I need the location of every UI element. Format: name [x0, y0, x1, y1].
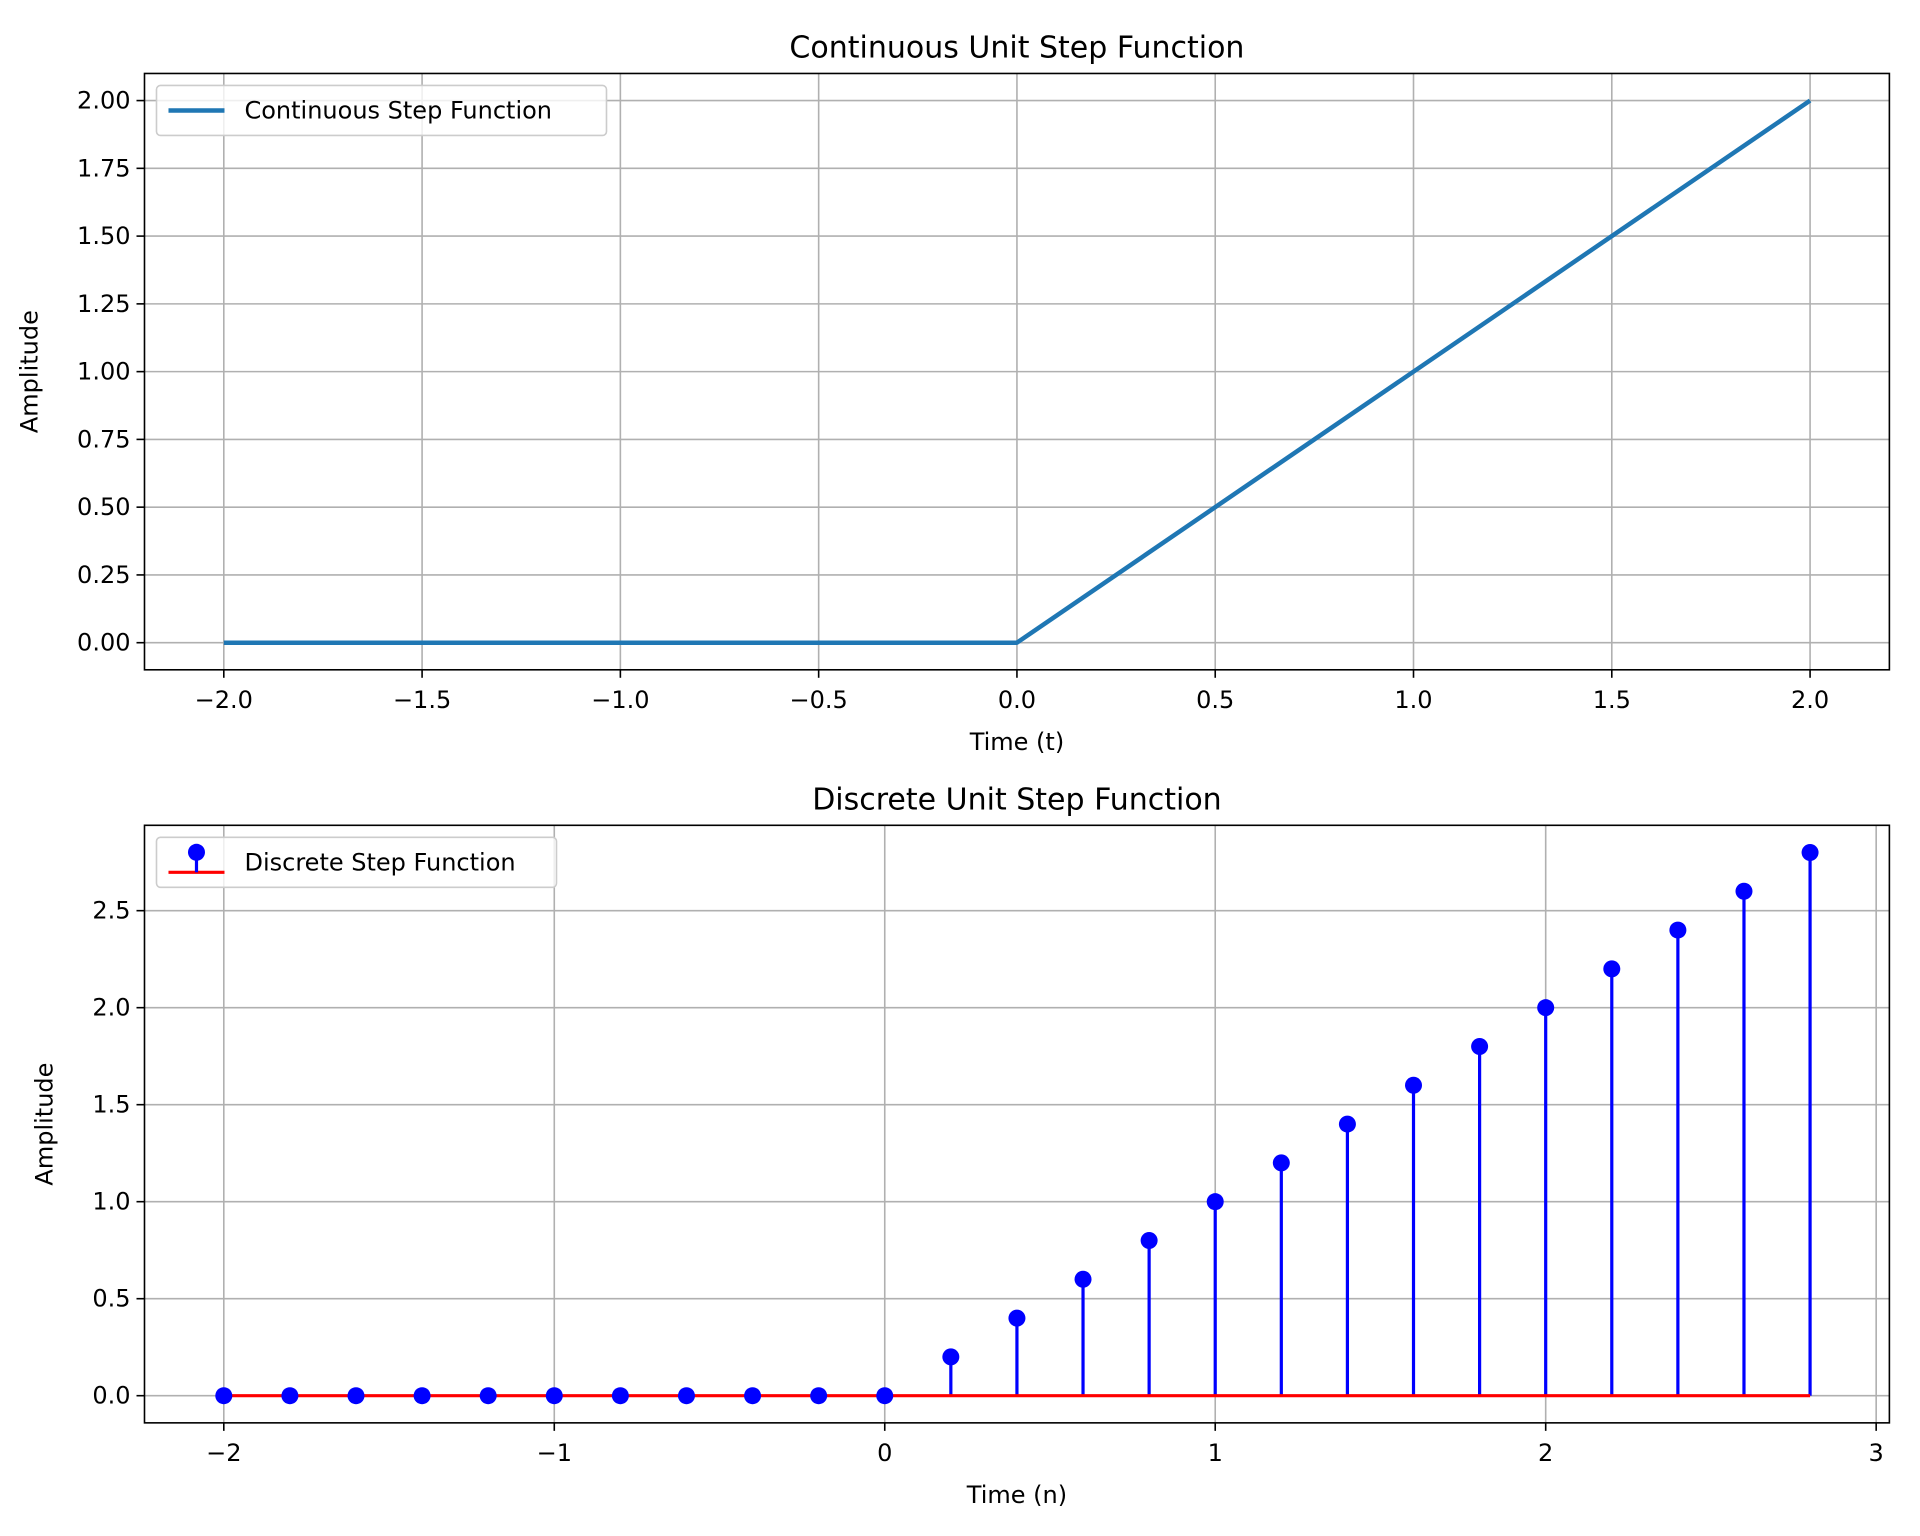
continuous-x-tick-label: 1.5 — [1593, 686, 1631, 714]
discrete-legend-marker-swatch — [187, 843, 205, 861]
discrete-x-tick-label: 0 — [877, 1439, 892, 1467]
discrete-x-axis-label: Time (n) — [966, 1481, 1067, 1509]
discrete-title: Discrete Unit Step Function — [812, 782, 1222, 817]
discrete-marker — [1801, 843, 1819, 861]
continuous-y-tick-label: 1.50 — [77, 222, 130, 250]
discrete-marker — [1471, 1037, 1489, 1055]
discrete-marker — [347, 1387, 365, 1405]
continuous-x-tick-label: 0.0 — [998, 686, 1036, 714]
discrete-marker — [876, 1387, 894, 1405]
continuous-y-tick-label: 1.25 — [77, 290, 130, 318]
discrete-x-tick-label: 2 — [1538, 1439, 1553, 1467]
discrete-marker — [810, 1387, 828, 1405]
discrete-marker — [479, 1387, 497, 1405]
continuous-legend-box — [155, 84, 608, 137]
discrete-x-tick-label: −1 — [537, 1439, 572, 1467]
discrete-marks — [215, 843, 1819, 1405]
continuous-x-tick-label: −2.0 — [195, 686, 253, 714]
continuous-plot: −2.0 −1.5 −1.0 −0.5 0.0 0.5 1.0 1.5 2.0 0.00 0.25 0… — [15, 30, 1891, 756]
continuous-legend: Continuous Step Function — [155, 84, 608, 137]
continuous-x-tick-label: −1.0 — [591, 686, 649, 714]
continuous-y-tick-label: 1.75 — [77, 154, 130, 182]
continuous-x-tick-label: −1.5 — [393, 686, 451, 714]
continuous-x-axis-label: Time (t) — [969, 728, 1065, 756]
continuous-y-tick-label: 0.25 — [77, 561, 130, 589]
discrete-y-tick-label: 2.5 — [92, 897, 130, 925]
discrete-y-tick-label: 2.0 — [92, 994, 130, 1022]
discrete-marker — [677, 1387, 695, 1405]
discrete-legend: Discrete Step Function — [155, 836, 558, 889]
discrete-y-tick-label: 0.5 — [92, 1285, 130, 1313]
continuous-y-tick-label: 1.00 — [77, 358, 130, 386]
discrete-marker — [1735, 882, 1753, 900]
discrete-marker — [744, 1387, 762, 1405]
discrete-marker — [1206, 1193, 1224, 1211]
continuous-ticks: −2.0 −1.5 −1.0 −0.5 0.0 0.5 1.0 1.5 2.0 0.00 0.25 0… — [77, 87, 1829, 714]
discrete-marker — [1008, 1309, 1026, 1327]
continuous-x-tick-label: 0.5 — [1196, 686, 1234, 714]
discrete-y-tick-label: 0.0 — [92, 1382, 130, 1410]
continuous-y-tick-label: 0.50 — [77, 493, 130, 521]
continuous-marks — [223, 98, 1812, 645]
discrete-marker — [413, 1387, 431, 1405]
discrete-marker — [1272, 1154, 1290, 1172]
continuous-x-tick-label: 2.0 — [1791, 686, 1829, 714]
discrete-marker — [1669, 921, 1687, 939]
discrete-y-tick-label: 1.5 — [92, 1091, 130, 1119]
continuous-y-tick-label: 0.75 — [77, 425, 130, 453]
discrete-marker — [611, 1387, 629, 1405]
discrete-y-tick-label: 1.0 — [92, 1188, 130, 1216]
discrete-ticks: −2 −1 0 1 2 3 0.0 0.5 1.0 1.5 2.0 2.5 — [92, 897, 1883, 1467]
discrete-marker — [545, 1387, 563, 1405]
discrete-y-axis-label: Amplitude — [30, 1063, 58, 1186]
continuous-y-tick-label: 2.00 — [77, 87, 130, 115]
discrete-marker — [1338, 1115, 1356, 1133]
discrete-marker — [1405, 1076, 1423, 1094]
continuous-x-tick-label: 1.0 — [1394, 686, 1432, 714]
discrete-legend-box — [155, 836, 558, 889]
continuous-legend-label: Continuous Step Function — [244, 96, 552, 124]
discrete-legend-label: Discrete Step Function — [244, 848, 515, 876]
discrete-x-tick-label: 1 — [1208, 1439, 1223, 1467]
discrete-plot: −2 −1 0 1 2 3 0.0 0.5 1.0 1.5 2.0 2.5 Discrete Unit… — [30, 782, 1891, 1509]
continuous-y-axis-label: Amplitude — [15, 310, 43, 433]
discrete-x-tick-label: −2 — [206, 1439, 241, 1467]
continuous-series-line — [223, 98, 1812, 645]
continuous-x-tick-label: −0.5 — [790, 686, 848, 714]
discrete-marker — [281, 1387, 299, 1405]
discrete-marker — [1140, 1231, 1158, 1249]
discrete-marker — [1537, 999, 1555, 1017]
discrete-x-tick-label: 3 — [1869, 1439, 1884, 1467]
discrete-plot-frame — [143, 824, 1891, 1424]
discrete-marker — [1603, 960, 1621, 978]
discrete-marker — [1074, 1270, 1092, 1288]
continuous-grid — [144, 73, 1890, 670]
discrete-marker — [215, 1387, 233, 1405]
continuous-title: Continuous Unit Step Function — [789, 30, 1244, 65]
discrete-marker — [942, 1348, 960, 1366]
continuous-y-tick-label: 0.00 — [77, 629, 130, 657]
